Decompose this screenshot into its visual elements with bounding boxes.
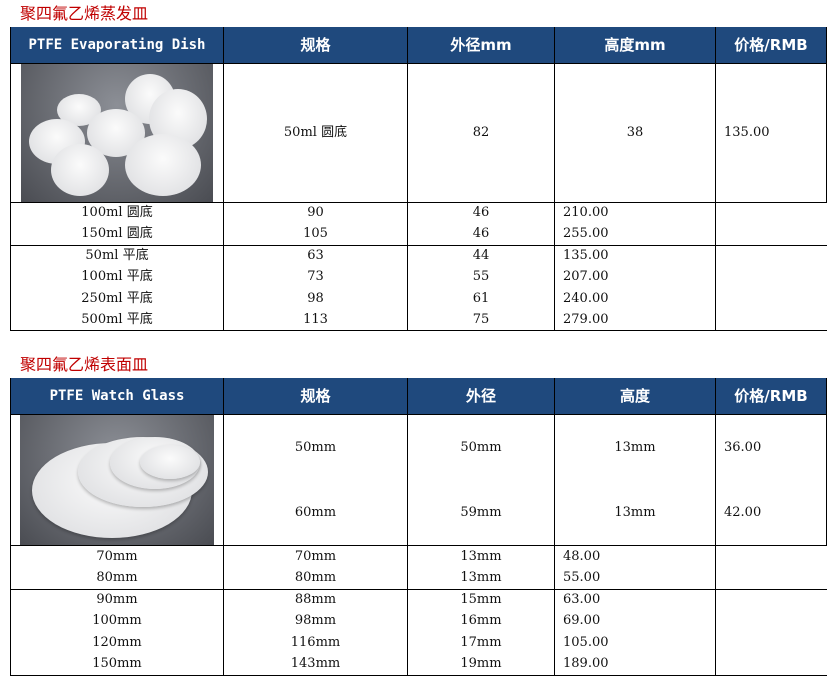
height-cell: 16mm [407, 610, 555, 633]
table-row: 70mm 70mm 13mm 48.00 [10, 545, 827, 568]
table-row: 100ml 圆底 90 46 210.00 [10, 202, 827, 224]
height-cell: 46 [407, 223, 555, 246]
height-cell: 75 [407, 309, 555, 331]
column-header: 外径 [407, 378, 555, 415]
column-header: 外径mm [407, 27, 555, 64]
price-cell: 207.00 [554, 266, 716, 289]
price-cell: 48.00 [554, 545, 716, 568]
spec-cell: 50ml 平底 [10, 245, 224, 267]
watch-glass-photo [20, 415, 214, 546]
column-header: 价格/RMB [715, 378, 827, 415]
diameter-cell: 50mm [407, 414, 555, 481]
price-cell: 255.00 [554, 223, 716, 246]
spec-cell: 70mm [10, 545, 224, 568]
column-header: PTFE Watch Glass [10, 378, 224, 415]
diameter-cell: 73 [223, 266, 408, 289]
spec-cell: 80mm [10, 567, 224, 590]
price-cell: 42.00 [715, 480, 827, 546]
table-row: 50ml 平底 63 44 135.00 [10, 245, 827, 267]
height-cell: 19mm [407, 653, 555, 676]
price-cell: 210.00 [554, 202, 716, 224]
table-row: 100ml 平底 73 55 207.00 [10, 266, 827, 289]
height-cell: 38 [554, 63, 716, 203]
spec-cell: 250ml 平底 [10, 288, 224, 310]
diameter-cell: 90 [223, 202, 408, 224]
spec-cell: 100ml 平底 [10, 266, 224, 289]
diameter-cell: 63 [223, 245, 408, 267]
price-cell: 135.00 [715, 63, 827, 203]
table-row: 120mm 116mm 17mm 105.00 [10, 632, 827, 654]
price-cell: 55.00 [554, 567, 716, 590]
height-cell: 15mm [407, 589, 555, 611]
table-row: 50ml 圆底 82 38 135.00 [10, 63, 827, 203]
table-row: 150ml 圆底 105 46 255.00 [10, 223, 827, 246]
column-header: 规格 [223, 378, 408, 415]
table-row: 80mm 80mm 13mm 55.00 [10, 567, 827, 590]
column-header: 高度 [554, 378, 716, 415]
diameter-cell: 82 [407, 63, 555, 203]
column-header: 价格/RMB [715, 27, 827, 64]
height-cell: 55 [407, 266, 555, 289]
price-cell: 279.00 [554, 309, 716, 331]
table-row: 250ml 平底 98 61 240.00 [10, 288, 827, 310]
table-row: 50mm 50mm 13mm 36.00 [10, 414, 827, 547]
column-header: 高度mm [554, 27, 716, 64]
price-cell: 189.00 [554, 653, 716, 676]
height-cell: 17mm [407, 632, 555, 654]
diameter-cell: 113 [223, 309, 408, 331]
dish-shape [125, 134, 201, 196]
spec-cell: 100ml 圆底 [10, 202, 224, 224]
table-row: 500ml 平底 113 75 279.00 [10, 309, 827, 331]
diameter-cell: 98mm [223, 610, 408, 633]
evaporating-dish-table: PTFE Evaporating Dish 规格 外径mm 高度mm 价格/RMB 50m… [10, 27, 827, 332]
diameter-cell: 105 [223, 223, 408, 246]
height-cell: 61 [407, 288, 555, 310]
spec-cell: 500ml 平底 [10, 309, 224, 331]
diameter-cell: 88mm [223, 589, 408, 611]
spec-cell: 150ml 圆底 [10, 223, 224, 246]
spec-cell: 90mm [10, 589, 224, 611]
diameter-cell: 98 [223, 288, 408, 310]
price-cell: 63.00 [554, 589, 716, 611]
table-row: 100mm 98mm 16mm 69.00 [10, 610, 827, 633]
height-cell: 13mm [554, 480, 716, 546]
price-cell: 240.00 [554, 288, 716, 310]
spec-cell: 60mm [223, 480, 408, 546]
watch-glass-table: PTFE Watch Glass 规格 外径 高度 价格/RMB 50mm 50mm 13mm… [10, 378, 827, 676]
glass-shape [140, 445, 200, 480]
diameter-cell: 59mm [407, 480, 555, 546]
column-header: 规格 [223, 27, 408, 64]
spec-cell: 50ml 圆底 [223, 63, 408, 203]
height-cell: 46 [407, 202, 555, 224]
price-cell: 69.00 [554, 610, 716, 633]
watch-glass-title: 聚四氟乙烯表面皿 [20, 355, 149, 375]
price-cell: 135.00 [554, 245, 716, 267]
height-cell: 13mm [554, 414, 716, 481]
table-row: 150mm 143mm 19mm 189.00 [10, 653, 827, 676]
diameter-cell: 80mm [223, 567, 408, 590]
height-cell: 44 [407, 245, 555, 267]
diameter-cell: 70mm [223, 545, 408, 568]
diameter-cell: 116mm [223, 632, 408, 654]
height-cell: 13mm [407, 567, 555, 590]
evaporating-dish-title: 聚四氟乙烯蒸发皿 [20, 4, 149, 23]
spec-cell: 150mm [10, 653, 224, 676]
diameter-cell: 143mm [223, 653, 408, 676]
height-cell: 13mm [407, 545, 555, 568]
table-row: 90mm 88mm 15mm 63.00 [10, 589, 827, 611]
column-header: PTFE Evaporating Dish [10, 27, 224, 64]
spec-cell: 120mm [10, 632, 224, 654]
spec-cell: 100mm [10, 610, 224, 633]
spec-cell: 50mm [223, 414, 408, 481]
evaporating-dish-photo [21, 64, 213, 202]
dish-shape [51, 144, 109, 196]
product-photo-cell [10, 63, 224, 203]
price-cell: 36.00 [715, 414, 827, 481]
product-photo-cell [10, 414, 224, 547]
price-cell: 105.00 [554, 632, 716, 654]
